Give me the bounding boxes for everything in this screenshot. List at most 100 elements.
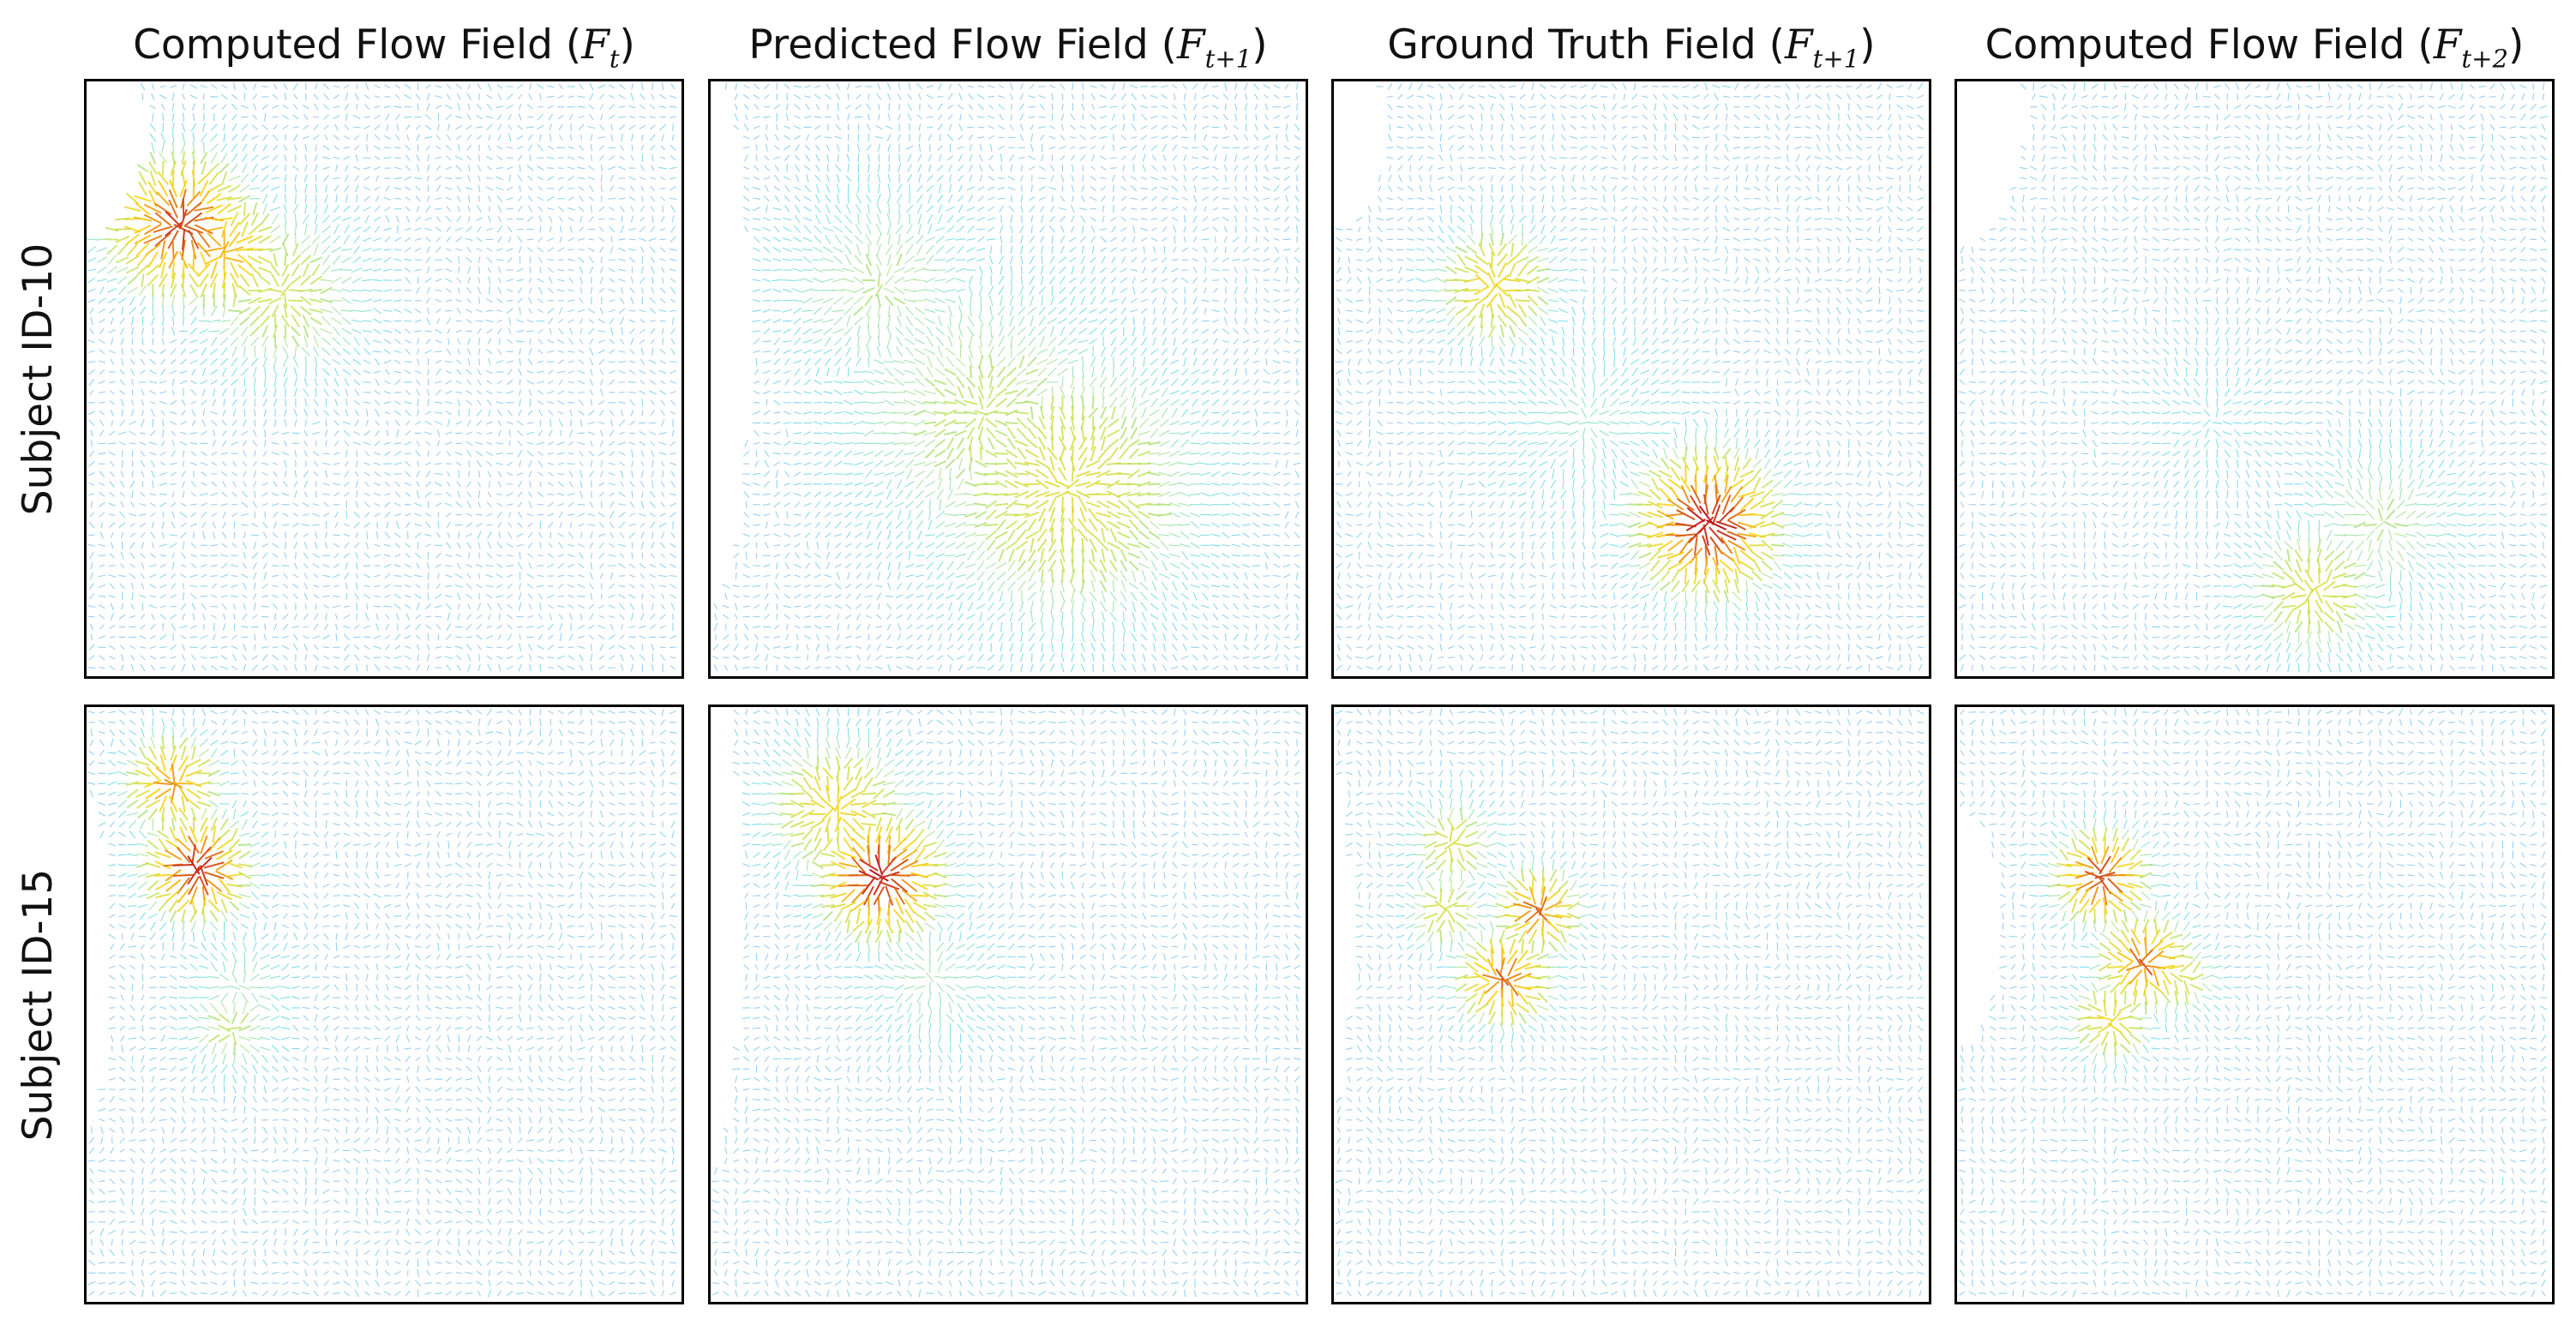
flow-vector <box>743 84 750 89</box>
flow-vector <box>120 563 125 569</box>
flow-vector <box>1181 368 1189 376</box>
flow-vector <box>189 432 198 435</box>
flow-vector <box>1234 368 1238 376</box>
flow-vector <box>650 144 656 151</box>
flow-vector <box>303 335 309 348</box>
flow-vector <box>988 335 994 348</box>
flow-vector <box>363 565 371 567</box>
flow-vector <box>517 441 523 447</box>
flow-vector <box>587 308 596 314</box>
flow-vector <box>447 471 451 477</box>
flow-vector <box>497 634 502 640</box>
flow-vector <box>291 165 299 171</box>
flow-vector <box>363 625 371 629</box>
flow-vector <box>1242 246 1250 253</box>
flow-vector <box>210 575 218 577</box>
flow-vector <box>288 299 303 303</box>
flow-vector <box>454 155 463 160</box>
flow-vector <box>341 277 352 284</box>
flow-vector <box>1110 216 1117 222</box>
flow-vector <box>283 367 288 377</box>
flow-vector <box>599 369 604 375</box>
flow-vector <box>1120 216 1127 222</box>
flow-vector <box>1183 165 1187 172</box>
flow-vector <box>835 204 842 213</box>
flow-vector <box>1130 268 1138 272</box>
flow-vector <box>934 379 947 386</box>
flow-vector <box>628 124 636 130</box>
flow-vector <box>1161 115 1168 119</box>
flow-vector <box>170 84 177 89</box>
flow-vector <box>374 95 381 99</box>
flow-vector <box>191 603 196 610</box>
flow-vector <box>374 84 381 89</box>
flow-vector <box>639 93 646 100</box>
flow-vector <box>198 273 209 288</box>
flow-vector <box>131 327 135 336</box>
flow-vector <box>261 654 268 662</box>
flow-vector <box>629 420 635 426</box>
flow-vector <box>844 327 853 336</box>
flow-vector <box>836 144 840 152</box>
flow-vector <box>404 574 412 579</box>
flow-vector <box>527 195 533 202</box>
flow-vector <box>855 224 862 235</box>
flow-vector <box>259 275 272 285</box>
flow-vector <box>238 213 251 225</box>
flow-vector <box>987 238 996 241</box>
flow-vector <box>934 259 946 261</box>
flow-vector <box>609 521 615 529</box>
flow-vector <box>998 84 1005 89</box>
flow-vector <box>145 243 161 256</box>
flow-vector <box>1274 267 1279 273</box>
flow-vector <box>1120 277 1128 284</box>
flow-vector <box>320 286 333 295</box>
flow-vector <box>404 635 411 639</box>
flow-vector <box>597 339 605 344</box>
flow-vector <box>495 462 504 465</box>
flow-vector <box>1161 135 1168 140</box>
flow-vector <box>590 531 593 539</box>
flow-vector <box>180 502 187 507</box>
flow-vector <box>1082 82 1084 91</box>
flow-vector <box>608 604 615 609</box>
flow-vector <box>567 207 575 211</box>
flow-vector <box>1192 297 1198 305</box>
flow-vector <box>670 236 676 243</box>
flow-vector <box>578 563 585 569</box>
flow-vector <box>813 349 823 354</box>
flow-vector <box>999 326 1005 337</box>
flow-vector <box>609 583 615 590</box>
flow-vector <box>88 350 95 353</box>
flow-vector <box>435 216 441 223</box>
flow-vector <box>1109 247 1117 253</box>
flow-vector <box>487 471 492 477</box>
flow-vector <box>526 370 534 374</box>
flow-vector <box>1006 366 1018 378</box>
flow-vector <box>466 419 471 427</box>
flow-vector <box>556 655 565 660</box>
flow-vector <box>1000 153 1003 163</box>
flow-vector <box>1295 205 1299 213</box>
flow-vector <box>322 166 330 170</box>
flow-vector <box>1120 337 1128 345</box>
flow-vector <box>445 603 452 610</box>
flow-vector <box>1151 154 1157 161</box>
flow-vector <box>120 501 124 508</box>
flow-vector <box>182 592 185 601</box>
flow-vector <box>783 176 791 181</box>
flow-vector <box>129 480 135 489</box>
flow-vector <box>526 104 534 110</box>
flow-vector <box>393 249 402 251</box>
flow-vector <box>618 197 626 200</box>
flow-vector <box>660 501 665 507</box>
flow-vector <box>385 215 390 223</box>
flow-vector <box>179 370 188 375</box>
flow-vector <box>248 297 262 305</box>
flow-vector <box>1282 360 1291 363</box>
flow-vector <box>589 378 593 386</box>
flow-vector <box>627 227 637 231</box>
flow-vector <box>772 237 782 243</box>
flow-vector <box>557 206 564 212</box>
flow-vector <box>243 603 247 610</box>
